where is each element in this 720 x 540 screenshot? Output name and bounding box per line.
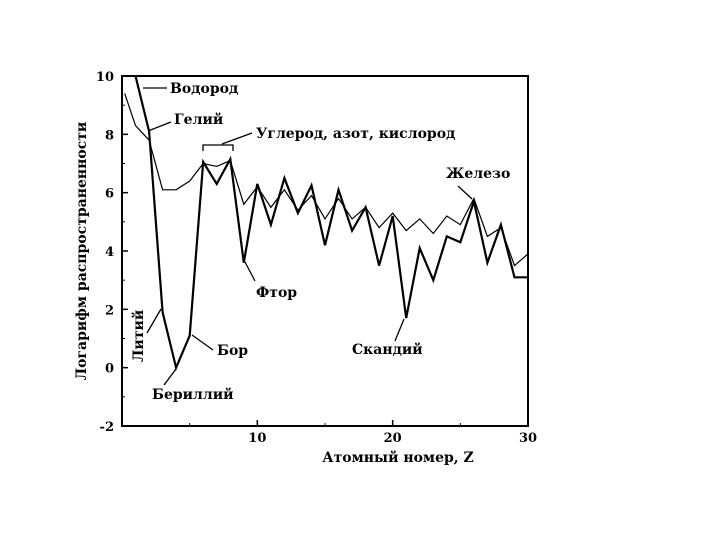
leader-cno bbox=[221, 132, 253, 145]
y-tick-label: 2 bbox=[105, 303, 114, 318]
leader-boron bbox=[191, 334, 214, 351]
label-hydrogen: Водород bbox=[170, 81, 238, 97]
label-boron: Бор bbox=[217, 343, 248, 359]
leader-cno-bracket bbox=[202, 144, 234, 151]
y-tick-label: 10 bbox=[96, 70, 114, 85]
label-lithium-group: Литий bbox=[130, 310, 147, 362]
leader-iron bbox=[457, 185, 473, 200]
label-scandium: Скандий bbox=[352, 341, 423, 358]
label-iron: Железо bbox=[446, 166, 510, 182]
leader-beryllium bbox=[163, 368, 177, 386]
y-tick-label: 6 bbox=[105, 187, 114, 202]
y-tick-label: -2 bbox=[100, 420, 114, 435]
x-axis-title: Атомный номер, Z bbox=[322, 449, 474, 466]
y-tick-label: 8 bbox=[105, 128, 114, 143]
leader-scandium bbox=[394, 318, 405, 342]
y-tick-label: 0 bbox=[105, 362, 114, 377]
y-tick-label: 4 bbox=[105, 245, 114, 260]
leader-helium bbox=[147, 121, 172, 132]
y-axis-title: Логарифм распространенности bbox=[74, 122, 90, 381]
label-beryllium: Бериллий bbox=[152, 386, 234, 403]
y-axis-title-group: Логарифм распространенности bbox=[74, 122, 90, 381]
series-line-1 bbox=[124, 93, 529, 267]
label-lithium: Литий bbox=[130, 310, 147, 362]
leader-fluorine bbox=[244, 261, 256, 282]
series-line-0 bbox=[134, 75, 528, 372]
x-tick-label: 10 bbox=[248, 431, 266, 446]
series-layer bbox=[124, 75, 529, 372]
x-tick-label: 30 bbox=[519, 431, 537, 446]
leader-lithium bbox=[146, 308, 162, 334]
x-tick-label: 20 bbox=[384, 431, 402, 446]
label-cno: Углерод, азот, кислород bbox=[256, 126, 455, 142]
annotation-leaders bbox=[143, 87, 473, 386]
label-helium: Гелий bbox=[174, 111, 223, 128]
label-fluorine: Фтор bbox=[256, 285, 297, 301]
